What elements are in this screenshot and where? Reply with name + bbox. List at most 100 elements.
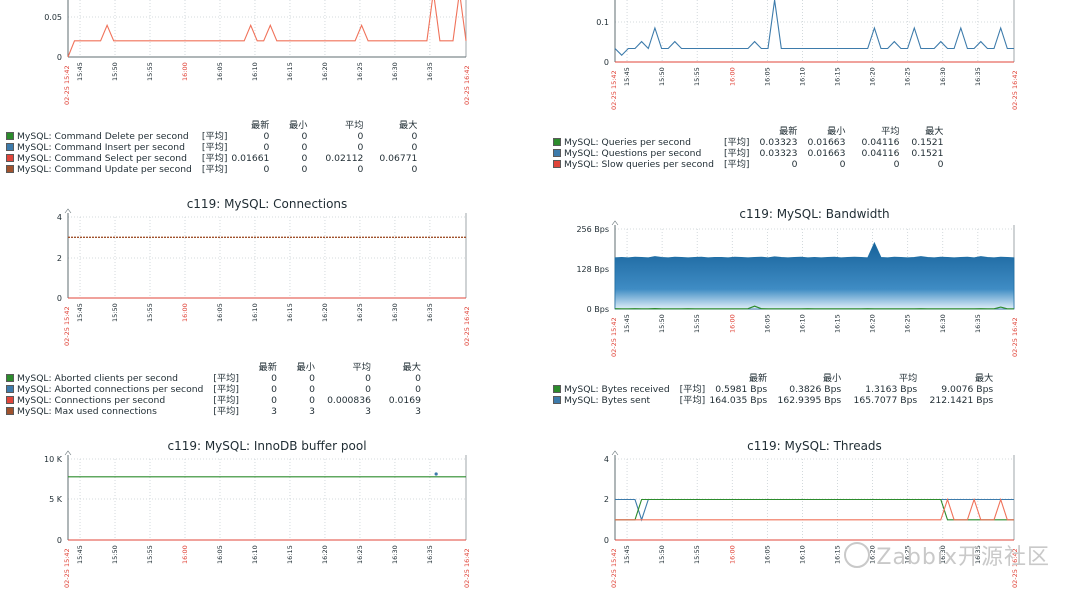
- x-tick-label: 16:10: [798, 67, 806, 86]
- legend-header: 最新: [748, 373, 768, 384]
- x-tick-label: 15:55: [693, 545, 701, 564]
- x-start-label: 02-25 15:42: [63, 306, 71, 346]
- legend-func: [平均]: [201, 153, 228, 164]
- legend-value-avg: 0: [365, 384, 371, 395]
- legend-value-min: 0: [301, 153, 308, 164]
- legend-header-blank: [551, 126, 716, 137]
- legend-row: MySQL: Command Select per second [平均] 0.01…: [4, 153, 419, 164]
- x-tick-label: 16:00: [728, 545, 736, 564]
- x-tick-label: 15:50: [111, 62, 119, 81]
- legend-value-last: 0: [263, 131, 270, 142]
- legend-value-last: 0.01661: [231, 153, 270, 164]
- legend-header: 平均: [345, 120, 364, 131]
- legend-row: MySQL: Bytes sent [平均] 164.035 Bps 162.9395…: [551, 395, 995, 406]
- legend-row: MySQL: Aborted connections per second [平均…: [4, 384, 423, 395]
- legend-swatch: [6, 154, 14, 162]
- y-tick-label: 4: [604, 455, 609, 464]
- chart-panel-connections: c119: MySQL: Connections 4 2 0 15:45 15:50 15:…: [0, 190, 520, 360]
- legend-connections: 最新 最小 平均 最大 MySQL: Aborted clients per secon…: [4, 362, 423, 417]
- x-end-label: 02-25 16:42: [463, 548, 471, 588]
- legend-func: [平均]: [723, 159, 750, 170]
- chart-svg-innodb: c119: MySQL: InnoDB buffer pool 10 K 5 K 0 1…: [44, 439, 471, 588]
- legend-swatch: [6, 132, 14, 140]
- legend-value-max: 0: [411, 164, 418, 175]
- x-tick-label: 16:30: [939, 67, 947, 86]
- legend-value-avg: 0: [357, 164, 364, 175]
- legend-value-avg: 0: [357, 131, 364, 142]
- y-tick-label: 0.05: [44, 13, 62, 22]
- legend-series-name: MySQL: Aborted clients per second: [4, 373, 205, 384]
- legend-value-max: 0: [415, 384, 421, 395]
- legend-swatch: [553, 149, 561, 157]
- x-tick-label: 16:30: [391, 62, 399, 81]
- x-tick-label: 16:05: [216, 62, 224, 81]
- x-tick-label: 16:35: [974, 545, 982, 564]
- legend-value-last: 0.03323: [759, 148, 798, 159]
- legend-header-blank: [716, 126, 752, 137]
- legend-bandwidth: 最新 最小 平均 最大 MySQL: Bytes received [平均] 0.5981 …: [551, 373, 995, 406]
- x-tick-label: 16:25: [356, 62, 364, 81]
- legend-value-max: 0.06771: [379, 153, 418, 164]
- legend-header: 最大: [399, 120, 418, 131]
- y-tick-label: 128 Bps: [576, 265, 609, 274]
- legend-header-blank: [551, 373, 672, 384]
- legend-value-last: 0: [271, 373, 277, 384]
- chart-svg-bandwidth: c119: MySQL: Bandwidth 256 Bps 128 Bps 0 Bp…: [576, 207, 1019, 357]
- legend-value-avg: 3: [365, 406, 371, 417]
- x-tick-label: 15:55: [146, 303, 154, 322]
- legend-value-last: 0: [271, 395, 277, 406]
- x-tick-label: 15:45: [623, 67, 631, 86]
- x-tick-label: 16:25: [904, 545, 912, 564]
- series-line-bytes-received: [614, 305, 1014, 310]
- legend-func: [平均]: [201, 131, 228, 142]
- legend-header-blank: [205, 362, 241, 373]
- x-tick-label: 15:50: [658, 545, 666, 564]
- legend-series-name: MySQL: Command Select per second: [4, 153, 194, 164]
- legend-header-row: 最新 最小 平均 最大: [4, 362, 423, 373]
- legend-value-min: 0: [309, 373, 315, 384]
- series-area-bytes-sent: [614, 241, 1015, 310]
- x-tick-label: 16:10: [798, 545, 806, 564]
- legend-value-max: 3: [415, 406, 421, 417]
- y-axis-arrow: [64, 450, 72, 456]
- legend-value-last: 0: [271, 384, 277, 395]
- y-tick-label: 0: [604, 58, 609, 67]
- x-tick-label: 16:30: [939, 545, 947, 564]
- legend-value-last: 0.03323: [759, 137, 798, 148]
- x-tick-label: 15:45: [76, 303, 84, 322]
- legend-queries: 最新 最小 平均 最大 MySQL: Queries per second [平均] 0.0…: [551, 126, 946, 170]
- legend-series-name: MySQL: Queries per second: [551, 137, 716, 148]
- chart-svg-commands: 0.05 0 15:45 15:50 15:55 16:00 16:05 16:10 16:15…: [44, 0, 471, 105]
- x-tick-label: 15:55: [693, 314, 701, 333]
- legend-func: [平均]: [213, 406, 239, 417]
- legend-series-name: MySQL: Connections per second: [4, 395, 205, 406]
- legend-series-name: MySQL: Aborted connections per second: [4, 384, 205, 395]
- y-tick-label: 0: [57, 294, 62, 303]
- legend-value-last: 0.5981 Bps: [715, 384, 768, 395]
- series-line-commands-0: [67, 0, 467, 58]
- legend-value-max: 0: [411, 142, 418, 153]
- x-tick-label: 16:30: [391, 303, 399, 322]
- legend-value-last: 0: [263, 142, 270, 153]
- x-tick-label: 15:45: [76, 62, 84, 81]
- legend-header: 最大: [974, 373, 994, 384]
- legend-value-min: 3: [309, 406, 315, 417]
- x-tick-label: 16:15: [286, 62, 294, 81]
- legend-row: MySQL: Questions per second [平均] 0.03323 0.…: [551, 148, 946, 159]
- legend-value-last: 0: [263, 164, 270, 175]
- legend-swatch: [6, 143, 14, 151]
- legend-series-name: MySQL: Command Insert per second: [4, 142, 194, 153]
- x-tick-label: 16:10: [251, 62, 259, 81]
- watermark-text: Zabbix开源社区: [876, 545, 1050, 570]
- x-start-label: 02-25 15:42: [610, 317, 618, 357]
- x-tick-label: 16:30: [939, 314, 947, 333]
- legend-header-row: 最新 最小 平均 最大: [551, 373, 995, 384]
- chart-title-innodb: c119: MySQL: InnoDB buffer pool: [167, 439, 366, 453]
- legend-row: MySQL: Command Delete per second [平均] 0 0 0 0: [4, 131, 419, 142]
- legend-swatch: [6, 374, 14, 382]
- legend-value-min: 0: [839, 159, 846, 170]
- legend-value-max: 0.1521: [911, 148, 944, 159]
- legend-header: 平均: [352, 362, 371, 373]
- y-tick-label: 0: [57, 536, 62, 545]
